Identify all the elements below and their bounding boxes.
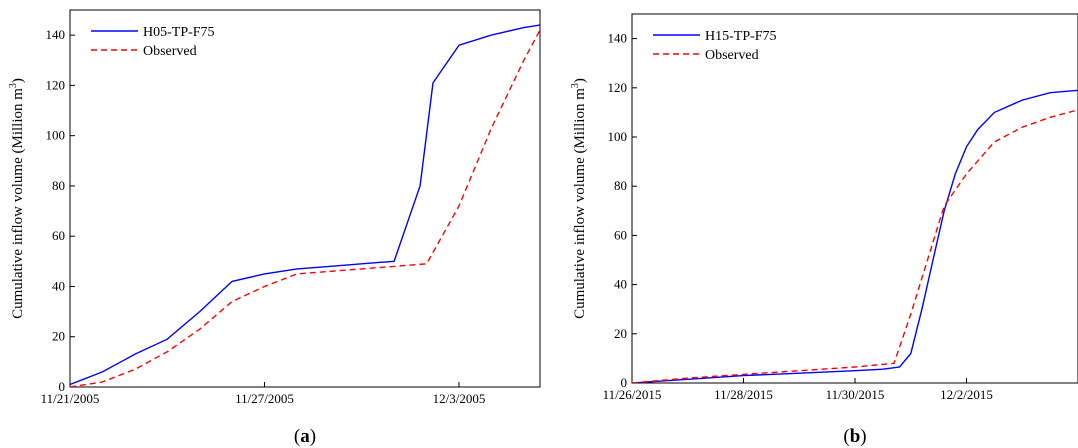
series-line-observed [70, 29, 540, 387]
chart-panel-a: 0 20 40 60 80 100 120 140 11/21/2005 11/27/2005 12… [8, 9, 541, 447]
series-line-observed [632, 109, 1078, 383]
y-axis-title-sup: 3 [8, 83, 19, 88]
y-axis-title-sup: 3 [570, 83, 581, 88]
y-tick-label: 120 [46, 77, 66, 92]
x-tick-label: 11/30/2015 [826, 387, 885, 402]
panel-label: (a) [294, 426, 316, 447]
x-tick-label: 12/2/2015 [940, 387, 993, 402]
y-tick-label: 0 [621, 375, 628, 390]
y-tick-label: 20 [614, 326, 627, 341]
y-axis-title-end: ) [572, 78, 588, 83]
y-tick-label: 60 [52, 228, 65, 243]
plot-frame [69, 9, 541, 388]
x-tick-label: 11/28/2015 [714, 387, 773, 402]
legend-label: Observed [143, 44, 197, 59]
series-line-h05-tp-f75 [70, 24, 540, 386]
x-tick-label: 11/26/2015 [603, 387, 662, 402]
y-tick-label: 100 [46, 128, 66, 143]
y-tick-label: 20 [52, 329, 65, 344]
legend-label: H05-TP-F75 [143, 25, 215, 40]
y-tick-label: 140 [608, 31, 628, 46]
y-axis-title-end: ) [10, 78, 26, 83]
y-tick-label: 100 [608, 129, 628, 144]
y-tick-label: 80 [614, 178, 627, 193]
legend-label: Observed [705, 48, 759, 63]
legend-label: H15-TP-F75 [705, 29, 777, 44]
x-tick-label: 12/3/2005 [433, 391, 486, 406]
series-line-h15-tp-f75 [632, 89, 1078, 383]
y-axis-title: Cumulative inflow volume (Million m3) [8, 78, 26, 319]
y-axis-title: Cumulative inflow volume (Million m3) [570, 78, 588, 319]
y-axis-title-main: Cumulative inflow volume (Million m [10, 88, 26, 319]
x-tick-label: 11/21/2005 [41, 391, 100, 406]
y-axis-title-main: Cumulative inflow volume (Million m [572, 88, 588, 319]
x-tick-label: 11/27/2005 [235, 391, 294, 406]
panel-label: (b) [843, 426, 866, 447]
plot-frame [631, 13, 1078, 384]
y-tick-label: 60 [614, 227, 627, 242]
y-tick-label: 40 [52, 278, 65, 293]
y-tick-label: 140 [46, 27, 66, 42]
y-tick-label: 120 [608, 80, 628, 95]
chart-panel-b: 0 20 40 60 80 100 120 140 11/26/2015 11/28/2015 11… [570, 13, 1078, 447]
y-tick-label: 40 [614, 277, 627, 292]
y-tick-label: 80 [52, 178, 65, 193]
y-tick-label: 0 [59, 379, 66, 394]
